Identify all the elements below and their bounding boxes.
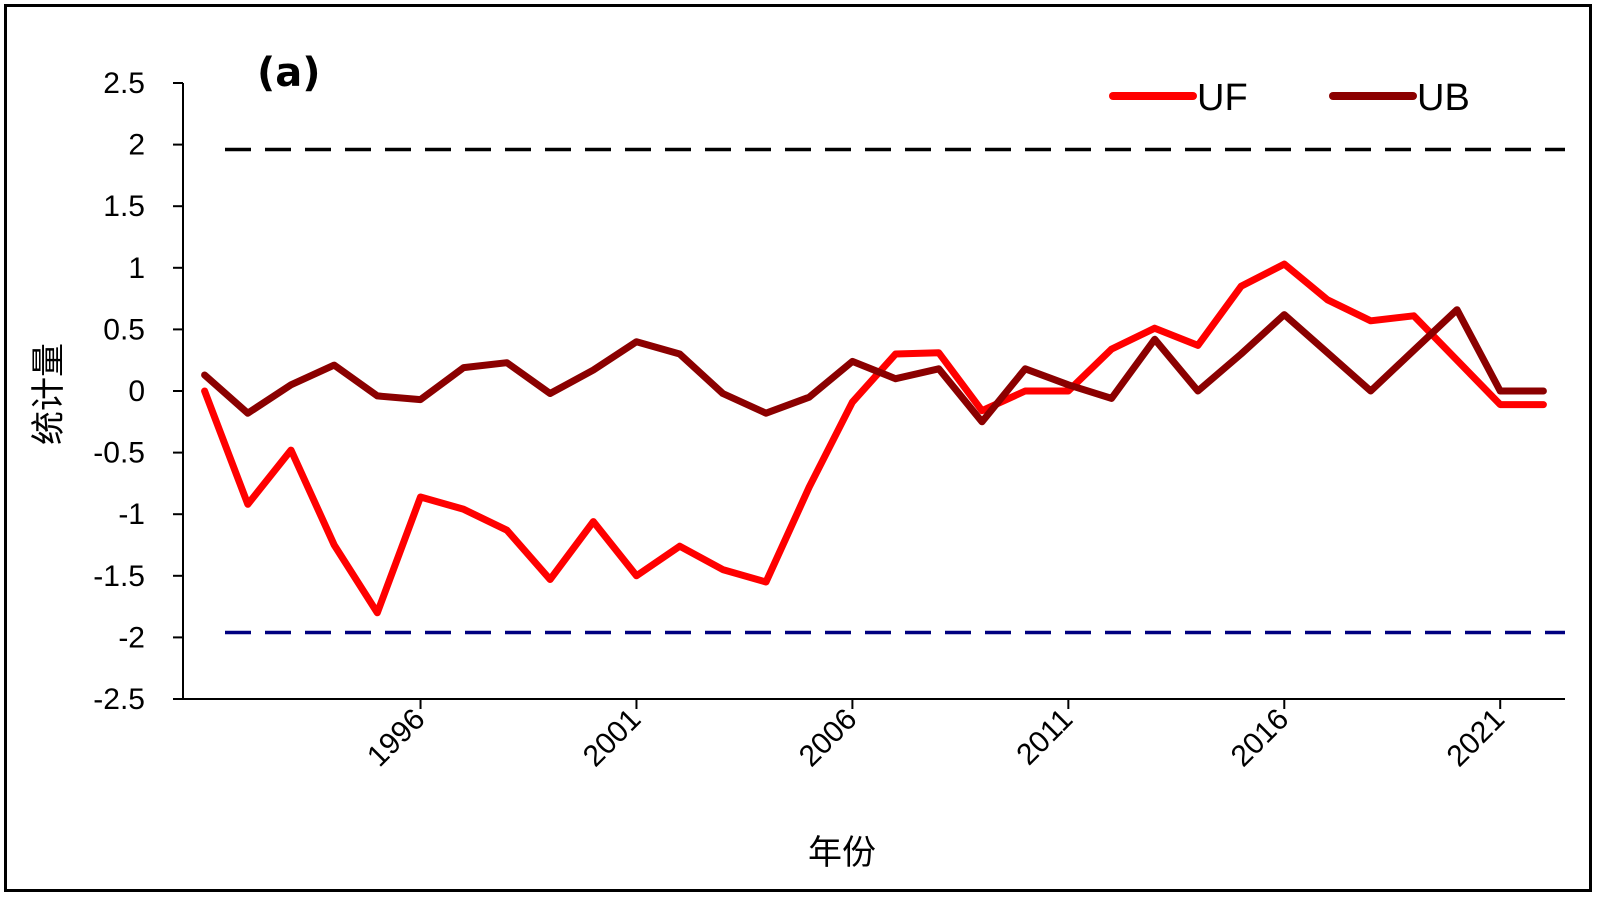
reference-lines (225, 147, 1565, 635)
legend: UF UB (1109, 77, 1470, 119)
y-tick-label: 1 (128, 252, 145, 285)
x-tick-label: 2021 (1441, 703, 1512, 774)
y-tick-label: -0.5 (93, 437, 145, 470)
y-tick-label: -2.5 (93, 683, 145, 716)
x-tick-label: 1996 (361, 703, 432, 774)
y-tick-label: 2 (128, 129, 145, 162)
y-tick-label: 0.5 (103, 313, 145, 346)
y-tick-label: -1 (118, 498, 145, 531)
y-axis-title: 统计量 (29, 343, 69, 445)
panel-label: (a) (257, 50, 321, 96)
series-line-uf (201, 260, 1547, 617)
x-axis-title: 年份 (808, 833, 876, 873)
legend-label-ub: UB (1417, 77, 1470, 119)
x-tick-label: 2016 (1225, 703, 1296, 774)
y-tick-label: 0 (128, 375, 145, 408)
x-tick-label: 2011 (1010, 703, 1079, 772)
series-line-ub (201, 306, 1547, 426)
x-tick-label: 2006 (793, 703, 864, 774)
series-lines (201, 260, 1547, 617)
axes (182, 83, 1565, 700)
y-tick-label: 1.5 (103, 190, 145, 223)
x-tick-label: 2001 (577, 703, 648, 774)
y-axis-ticks: 2.5 2 1.5 1 0.5 0 -0.5 -1 -1.5 -2 -2.5 (93, 67, 183, 716)
y-tick-label: -2 (118, 621, 145, 654)
legend-label-uf: UF (1197, 77, 1248, 119)
chart-frame (4, 4, 1592, 892)
y-tick-label: -1.5 (93, 560, 145, 593)
y-tick-label: 2.5 (103, 67, 145, 100)
x-axis-ticks: 1996 2001 2006 2011 2016 2021 (361, 699, 1511, 773)
